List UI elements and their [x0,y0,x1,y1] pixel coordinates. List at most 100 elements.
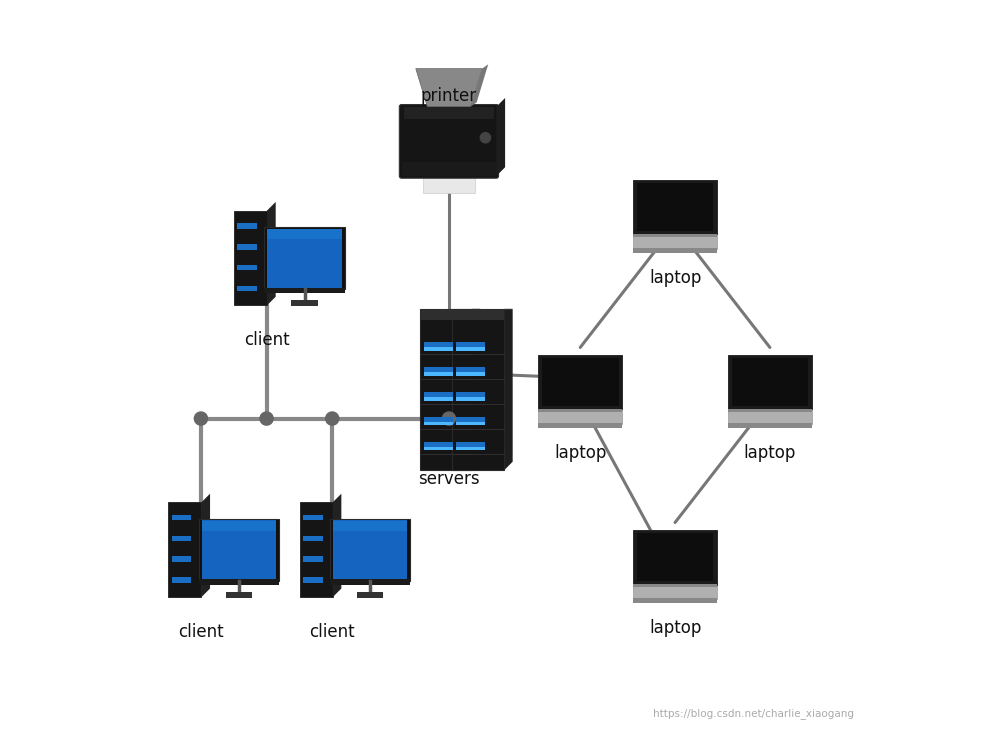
FancyBboxPatch shape [456,447,485,451]
FancyBboxPatch shape [633,584,717,599]
FancyBboxPatch shape [728,355,812,409]
FancyBboxPatch shape [226,592,252,598]
Polygon shape [472,309,480,470]
FancyBboxPatch shape [424,447,453,451]
Circle shape [326,412,339,425]
FancyBboxPatch shape [402,162,496,176]
FancyBboxPatch shape [303,556,323,562]
Circle shape [194,412,207,425]
Polygon shape [201,494,210,598]
Text: client: client [244,331,289,349]
FancyBboxPatch shape [424,342,453,351]
FancyBboxPatch shape [633,530,717,584]
FancyBboxPatch shape [538,355,622,409]
FancyBboxPatch shape [420,309,472,470]
FancyBboxPatch shape [199,579,279,585]
FancyBboxPatch shape [424,417,453,426]
Text: client: client [309,623,355,641]
Polygon shape [496,98,505,176]
FancyBboxPatch shape [237,223,257,229]
Text: laptop: laptop [649,269,701,287]
FancyBboxPatch shape [637,183,713,231]
FancyBboxPatch shape [202,520,276,579]
FancyBboxPatch shape [728,409,812,412]
FancyBboxPatch shape [456,348,485,351]
FancyBboxPatch shape [264,227,345,289]
FancyBboxPatch shape [267,229,342,287]
FancyBboxPatch shape [300,503,333,598]
Circle shape [480,132,491,143]
FancyBboxPatch shape [633,234,717,249]
FancyBboxPatch shape [237,265,257,270]
FancyBboxPatch shape [267,229,342,239]
FancyBboxPatch shape [633,179,717,234]
FancyBboxPatch shape [172,578,191,583]
FancyBboxPatch shape [633,234,717,237]
FancyBboxPatch shape [424,442,453,451]
FancyBboxPatch shape [424,372,453,376]
Circle shape [260,412,273,425]
FancyBboxPatch shape [732,359,808,406]
FancyBboxPatch shape [424,348,453,351]
FancyBboxPatch shape [456,422,485,426]
Text: laptop: laptop [649,619,701,637]
FancyBboxPatch shape [538,423,622,429]
Text: laptop: laptop [744,444,796,462]
FancyBboxPatch shape [456,342,485,351]
FancyBboxPatch shape [424,392,453,401]
FancyBboxPatch shape [633,584,717,587]
Polygon shape [267,202,276,306]
FancyBboxPatch shape [237,286,257,291]
FancyBboxPatch shape [199,519,279,581]
FancyBboxPatch shape [333,520,407,579]
FancyBboxPatch shape [399,104,499,178]
Polygon shape [504,309,512,470]
FancyBboxPatch shape [234,211,267,306]
FancyBboxPatch shape [330,519,410,581]
Text: https://blog.csdn.net/charlie_xiaogang: https://blog.csdn.net/charlie_xiaogang [653,709,854,719]
FancyBboxPatch shape [303,514,323,520]
FancyBboxPatch shape [333,521,407,531]
Text: printer: printer [421,87,477,104]
FancyBboxPatch shape [202,521,276,531]
FancyBboxPatch shape [420,309,472,320]
FancyBboxPatch shape [452,309,504,320]
FancyBboxPatch shape [637,534,713,581]
FancyBboxPatch shape [423,165,475,193]
Text: client: client [178,623,224,641]
FancyBboxPatch shape [172,556,191,562]
FancyBboxPatch shape [424,367,453,376]
FancyBboxPatch shape [728,423,812,429]
FancyBboxPatch shape [633,248,717,254]
FancyBboxPatch shape [452,309,504,470]
FancyBboxPatch shape [538,409,622,424]
FancyBboxPatch shape [330,579,410,585]
FancyBboxPatch shape [633,598,717,603]
Polygon shape [471,64,488,107]
FancyBboxPatch shape [303,536,323,541]
FancyBboxPatch shape [424,397,453,401]
FancyBboxPatch shape [456,392,485,401]
FancyBboxPatch shape [404,107,494,119]
FancyBboxPatch shape [456,417,485,426]
FancyBboxPatch shape [291,300,318,306]
FancyBboxPatch shape [264,287,345,293]
Text: laptop: laptop [554,444,606,462]
FancyBboxPatch shape [538,409,622,412]
FancyBboxPatch shape [542,359,619,406]
FancyBboxPatch shape [172,536,191,541]
FancyBboxPatch shape [456,367,485,376]
Polygon shape [333,494,341,598]
Polygon shape [416,68,482,107]
FancyBboxPatch shape [424,422,453,426]
FancyBboxPatch shape [728,409,812,424]
FancyBboxPatch shape [456,442,485,451]
Text: servers: servers [418,470,480,487]
FancyBboxPatch shape [237,244,257,250]
FancyBboxPatch shape [303,578,323,583]
Circle shape [442,412,456,425]
FancyBboxPatch shape [172,514,191,520]
FancyBboxPatch shape [456,372,485,376]
FancyBboxPatch shape [357,592,383,598]
FancyBboxPatch shape [168,503,201,598]
